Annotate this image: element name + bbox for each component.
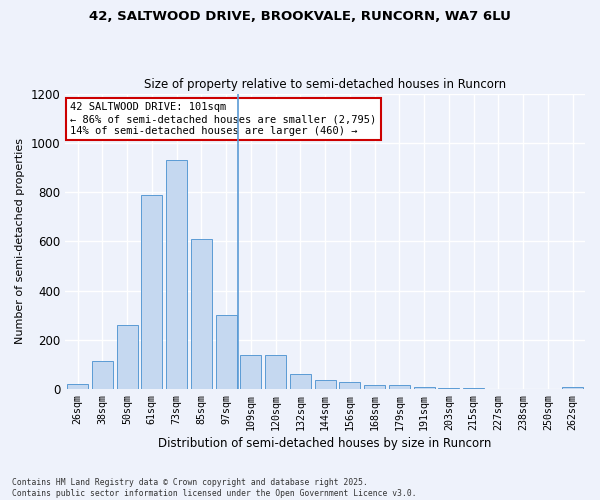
- Bar: [265, 354, 286, 389]
- Y-axis label: Number of semi-detached properties: Number of semi-detached properties: [15, 138, 25, 344]
- Bar: [463, 388, 484, 389]
- Bar: [290, 374, 311, 389]
- Bar: [166, 160, 187, 389]
- Bar: [562, 387, 583, 389]
- Bar: [67, 384, 88, 389]
- Bar: [241, 354, 262, 389]
- Text: Contains HM Land Registry data © Crown copyright and database right 2025.
Contai: Contains HM Land Registry data © Crown c…: [12, 478, 416, 498]
- Bar: [314, 380, 335, 389]
- Bar: [364, 386, 385, 389]
- Text: 42 SALTWOOD DRIVE: 101sqm
← 86% of semi-detached houses are smaller (2,795)
14% : 42 SALTWOOD DRIVE: 101sqm ← 86% of semi-…: [70, 102, 377, 136]
- X-axis label: Distribution of semi-detached houses by size in Runcorn: Distribution of semi-detached houses by …: [158, 437, 492, 450]
- Bar: [413, 388, 434, 389]
- Bar: [340, 382, 361, 389]
- Bar: [215, 316, 236, 389]
- Bar: [141, 194, 163, 389]
- Bar: [92, 361, 113, 389]
- Bar: [116, 325, 137, 389]
- Bar: [191, 239, 212, 389]
- Title: Size of property relative to semi-detached houses in Runcorn: Size of property relative to semi-detach…: [144, 78, 506, 91]
- Bar: [389, 386, 410, 389]
- Text: 42, SALTWOOD DRIVE, BROOKVALE, RUNCORN, WA7 6LU: 42, SALTWOOD DRIVE, BROOKVALE, RUNCORN, …: [89, 10, 511, 23]
- Bar: [439, 388, 460, 389]
